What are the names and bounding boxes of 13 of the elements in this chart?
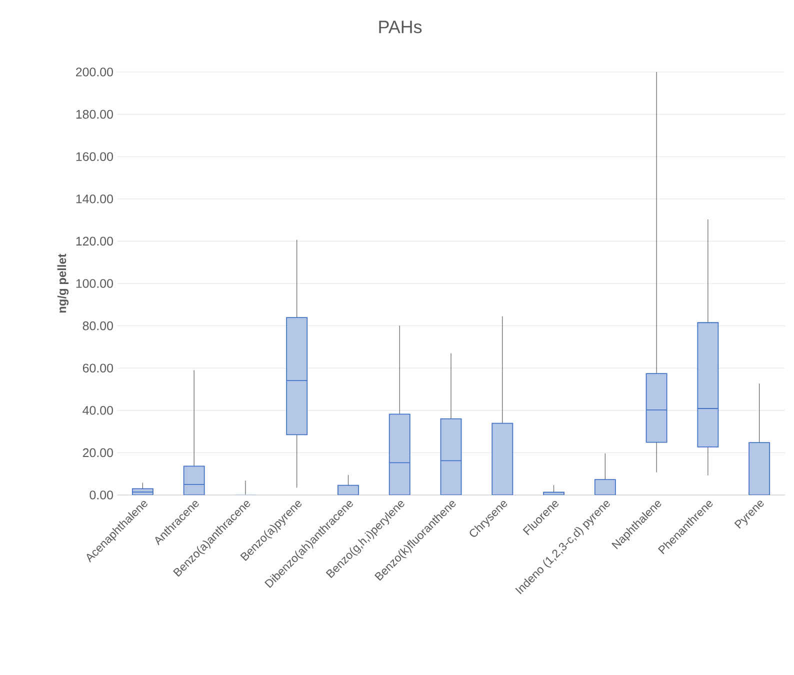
y-tick-label: 120.00 [76, 236, 113, 246]
y-tick-label: 180.00 [76, 110, 113, 119]
y-tick-label: 200.00 [76, 68, 113, 76]
y-axis-title: ng/g pellet [57, 254, 69, 313]
y-tick-label: 60.00 [82, 364, 113, 373]
y-tick-label: 0.00 [90, 490, 113, 500]
y-tick-label: 20.00 [82, 448, 113, 458]
y-tick-label: 100.00 [76, 279, 113, 288]
y-tick-label: 80.00 [82, 321, 113, 330]
y-tick-label: 40.00 [82, 406, 113, 415]
y-tick-label: 140.00 [76, 194, 113, 204]
chart-title: PAHs [379, 20, 422, 34]
y-tick-label: 160.00 [76, 152, 113, 162]
